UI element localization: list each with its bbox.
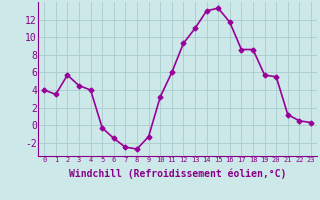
X-axis label: Windchill (Refroidissement éolien,°C): Windchill (Refroidissement éolien,°C) bbox=[69, 169, 286, 179]
